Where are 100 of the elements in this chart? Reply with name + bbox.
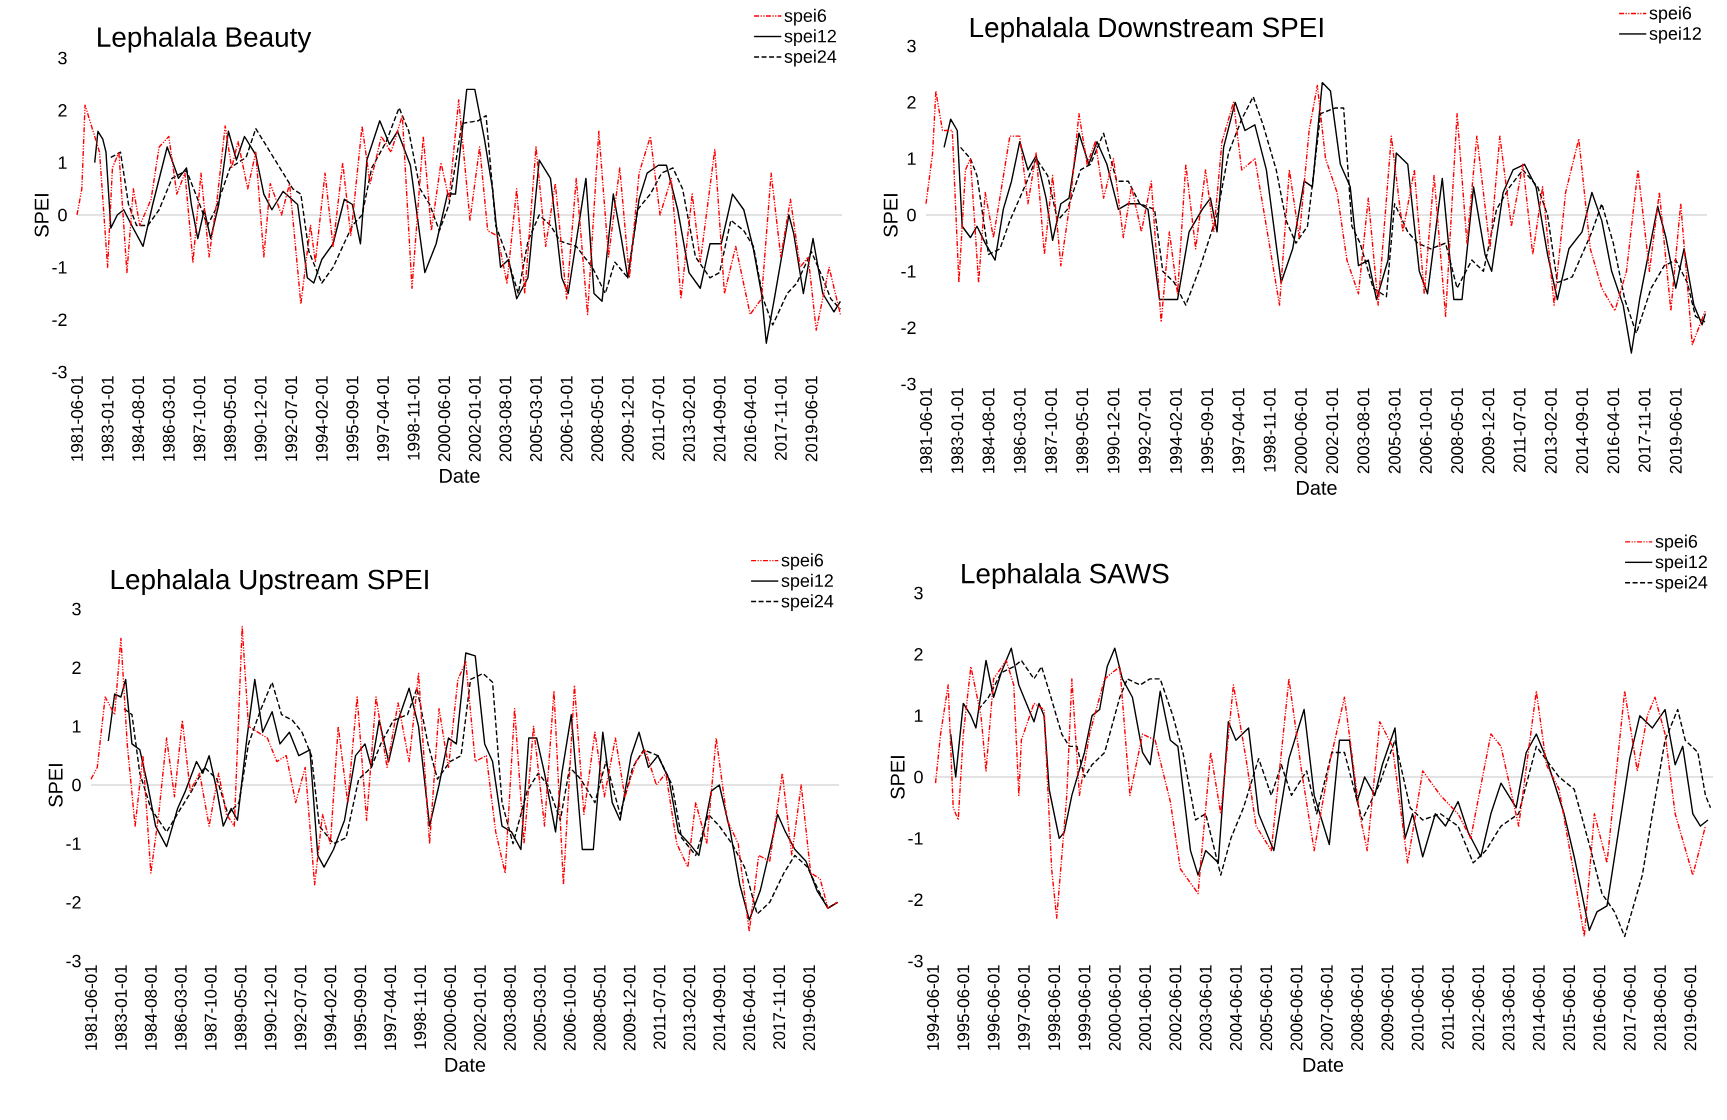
y-tick-label: -3	[66, 954, 81, 968]
x-tick-label: 2003-08-01	[1357, 388, 1370, 474]
x-tick-label: 2003-08-01	[503, 965, 516, 1051]
x-tick-label: 2003-08-01	[499, 376, 512, 462]
y-axis-title: SPEI	[34, 194, 49, 237]
x-tick-label: 2019-06-01	[803, 965, 816, 1051]
x-tick-label: 1992-07-01	[285, 376, 298, 461]
x-tick-label: 1999-06-01	[1078, 965, 1091, 1050]
x-tick-label: 1987-10-01	[204, 965, 217, 1050]
x-tick-label: 2002-01-01	[1326, 388, 1339, 474]
x-tick-label: 1995-09-01	[1201, 388, 1214, 473]
y-tick-label: -1	[52, 261, 67, 274]
x-tick-label: 1981-06-01	[71, 376, 83, 461]
x-tick-label: 1998-11-01	[407, 376, 420, 460]
y-tick-label: -2	[52, 313, 67, 326]
x-axis-title: Date	[440, 468, 480, 483]
x-tick-label: 1998-06-01	[1048, 965, 1061, 1050]
x-tick-label: 1998-11-01	[414, 965, 427, 1049]
y-tick-label: -1	[66, 837, 81, 850]
x-tick-label: 1989-05-01	[224, 376, 236, 461]
y-tick-label: 0	[72, 778, 81, 792]
y-axis-title: SPEI	[48, 764, 63, 807]
x-tick-label: 1981-06-01	[85, 965, 97, 1050]
x-tick-label: 1983-01-01	[101, 376, 114, 461]
x-tick-label: 1984-08-01	[982, 388, 995, 473]
x-tick-label: 2011-07-01	[652, 376, 665, 461]
y-tick-label: 1	[72, 720, 81, 733]
legend-label: spei12	[784, 29, 836, 46]
x-tick-label: 1989-05-01	[234, 965, 247, 1050]
x-tick-label: 2009-06-01	[1381, 965, 1394, 1051]
x-tick-label: 1990-12-01	[264, 965, 277, 1050]
x-tick-label: 2017-11-01	[773, 965, 786, 1050]
x-tick-label: 2005-06-01	[1260, 965, 1273, 1051]
chart-title: Lephalala Upstream SPEI	[111, 568, 428, 595]
x-tick-label: 2013-02-01	[1544, 388, 1557, 474]
x-tick-label: 1998-11-01	[1263, 388, 1276, 472]
x-tick-label: 2015-06-01	[1563, 965, 1576, 1051]
x-tick-label: 1987-10-01	[193, 376, 206, 461]
x-tick-label: 1987-10-01	[1044, 388, 1057, 473]
y-tick-label: 2	[58, 104, 67, 117]
legend-label: spei6	[1649, 6, 1692, 23]
x-tick-label: 1989-05-01	[1076, 388, 1089, 473]
legend-label: spei6	[781, 553, 824, 571]
x-tick-label: 1986-03-01	[1013, 388, 1026, 473]
x-tick-label: 2008-05-01	[591, 376, 604, 462]
x-tick-label: 2009-12-01	[621, 376, 634, 462]
y-tick-label: -1	[901, 265, 916, 278]
legend-label: spei6	[1655, 534, 1698, 552]
y-tick-label: 3	[72, 602, 81, 616]
x-tick-label: 2001-06-01	[1139, 965, 1152, 1051]
x-tick-label: 2014-06-01	[1532, 965, 1545, 1051]
x-tick-label: 2017-11-01	[774, 376, 787, 461]
y-axis-title: SPEI	[883, 194, 898, 237]
x-tick-label: 2008-05-01	[593, 965, 606, 1051]
chart-title: Lephalala Beauty	[98, 26, 312, 53]
x-tick-label: 1990-12-01	[1107, 388, 1120, 473]
x-tick-label: 1995-06-01	[957, 965, 970, 1050]
y-tick-label: 0	[914, 770, 923, 784]
x-tick-label: 1997-06-01	[1017, 965, 1030, 1050]
x-tick-label: 2000-06-01	[1294, 388, 1307, 474]
x-tick-label: 2000-06-01	[444, 965, 457, 1051]
x-tick-label: 1994-06-01	[927, 965, 940, 1050]
x-tick-label: 1997-04-01	[384, 965, 397, 1050]
x-tick-label: 2016-04-01	[743, 965, 756, 1051]
x-tick-label: 1995-09-01	[354, 965, 367, 1050]
x-tick-label: 2014-09-01	[1576, 388, 1589, 474]
y-tick-label: -1	[908, 832, 923, 845]
x-tick-label: 1986-03-01	[162, 376, 175, 461]
x-tick-label: 2013-02-01	[683, 376, 696, 462]
x-tick-label: 2002-06-01	[1169, 965, 1182, 1051]
chart-title: Lephalala SAWS	[962, 562, 1169, 589]
y-tick-label: 3	[907, 39, 916, 53]
x-tick-label: 1992-07-01	[1138, 388, 1151, 473]
y-tick-label: 0	[58, 208, 67, 222]
x-tick-label: 2002-01-01	[468, 376, 481, 462]
x-tick-label: 2013-02-01	[683, 965, 696, 1051]
legend-label: spei12	[781, 573, 833, 591]
x-axis-title: Date	[1303, 1058, 1344, 1072]
x-tick-label: 2019-06-01	[1684, 965, 1697, 1051]
y-tick-label: 1	[58, 156, 67, 169]
x-tick-label: 1983-01-01	[114, 965, 127, 1050]
legend-label: spei24	[784, 49, 837, 67]
x-tick-label: 2010-06-01	[1411, 965, 1424, 1051]
x-tick-label: 2002-01-01	[473, 965, 486, 1051]
y-tick-label: -3	[908, 954, 923, 968]
x-tick-label: 1994-02-01	[324, 965, 337, 1050]
chart-title: Lephalala Downstream SPEI	[970, 16, 1323, 43]
legend-label: spei12	[1655, 555, 1707, 572]
x-tick-label: 2005-03-01	[530, 376, 543, 462]
y-tick-label: 2	[72, 661, 81, 674]
y-tick-label: 2	[907, 96, 916, 109]
x-tick-label: 2003-06-01	[1199, 965, 1212, 1051]
x-tick-label: 2014-09-01	[713, 965, 726, 1051]
x-tick-label: 2014-09-01	[713, 376, 726, 462]
legend-label: spei12	[1649, 26, 1701, 44]
x-tick-label: 2009-12-01	[623, 965, 636, 1051]
x-tick-label: 1986-03-01	[174, 965, 187, 1050]
x-tick-label: 1997-04-01	[1232, 388, 1245, 473]
x-tick-label: 2011-07-01	[1513, 388, 1526, 473]
x-tick-label: 2006-06-01	[1290, 965, 1303, 1051]
